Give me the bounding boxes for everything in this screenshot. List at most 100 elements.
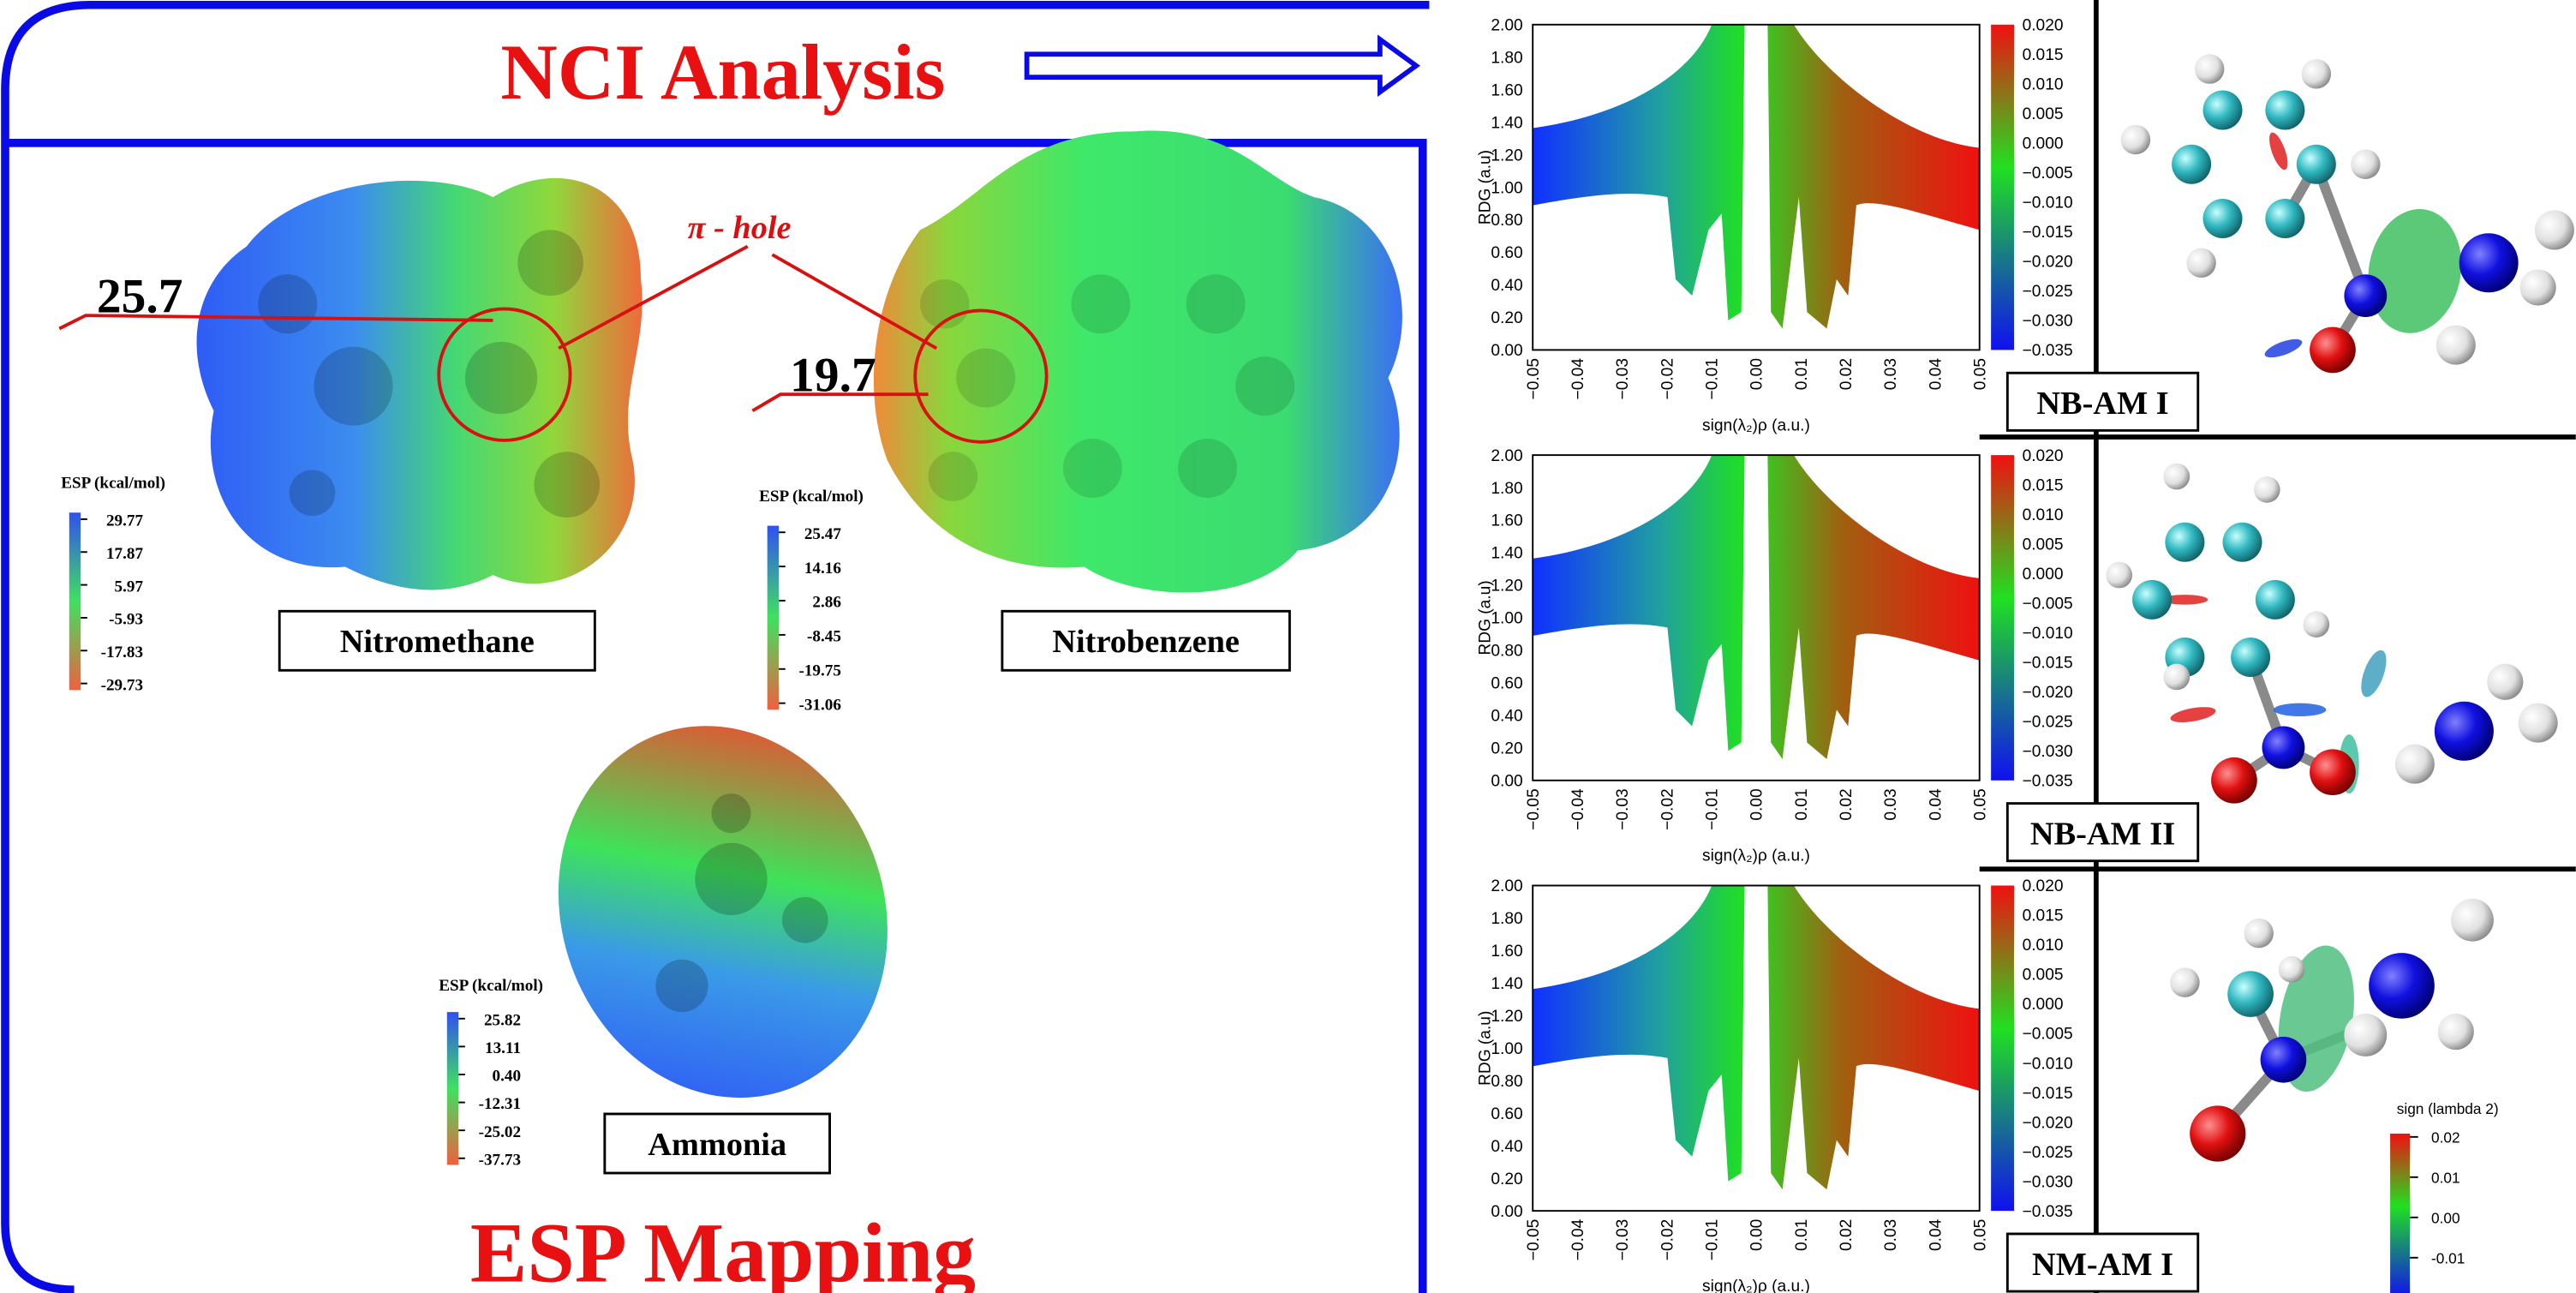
molecule-3d	[2121, 54, 2574, 373]
scale-title: ESP (kcal/mol)	[61, 474, 165, 492]
legend-bar	[2390, 1134, 2410, 1293]
y-tick-label: 0.40	[1491, 708, 1522, 726]
x-tick-label: 0.05	[1971, 1219, 1989, 1251]
colorbar-label: 0.000	[2023, 996, 2064, 1014]
atom	[2163, 664, 2190, 691]
x-axis-label: sign(λ₂)ρ (a.u.)	[1702, 847, 1810, 865]
scale-label: -5.93	[109, 611, 143, 629]
y-tick-label: 1.80	[1491, 480, 1522, 498]
x-tick-label: −0.02	[1659, 358, 1676, 399]
molecule-3d	[2170, 899, 2494, 1162]
atom	[2256, 580, 2295, 620]
pi-hole-label: π - hole	[688, 210, 792, 246]
scale-bar	[69, 512, 81, 690]
atom	[2195, 54, 2225, 84]
x-tick-label: −0.02	[1659, 788, 1676, 829]
y-tick-label: 0.60	[1491, 675, 1522, 693]
colorbar-label: −0.015	[2023, 1085, 2073, 1103]
x-tick-label: −0.05	[1525, 358, 1543, 399]
x-tick-label: −0.04	[1569, 1218, 1587, 1260]
atom	[2265, 90, 2304, 129]
legend-label: 0.00	[2431, 1210, 2460, 1227]
arrow	[1027, 39, 1416, 92]
y-tick-label: 0.00	[1491, 1203, 1522, 1221]
y-tick-label: 0.80	[1491, 1073, 1522, 1091]
colorbar-label: −0.020	[2023, 684, 2073, 702]
colorbar-label: −0.010	[2023, 195, 2073, 213]
colorbar-label: −0.020	[2023, 1114, 2073, 1132]
x-tick-label: 0.05	[1971, 358, 1989, 390]
atom	[2211, 757, 2257, 804]
colorbar-label: −0.030	[2023, 1173, 2073, 1191]
x-tick-label: −0.03	[1614, 358, 1632, 399]
atom	[2265, 199, 2304, 238]
nci-title: NCI Analysis	[500, 28, 945, 116]
scale-label: 14.16	[804, 560, 842, 578]
nitromethane-value: 25.7	[97, 269, 183, 323]
atom	[2170, 967, 2200, 997]
y-tick-label: 1.40	[1491, 114, 1522, 132]
scale-label: -17.83	[101, 644, 143, 661]
colorbar-label: −0.025	[2023, 1144, 2073, 1162]
molecule-name: Ammonia	[648, 1127, 786, 1163]
y-tick-label: 1.60	[1491, 81, 1522, 99]
nci-surface	[2169, 704, 2217, 725]
atom	[2438, 1014, 2474, 1050]
graphical-abstract: NCI Analysis ESP Mapping 25.7 19.7 π - h…	[0, 0, 2576, 1293]
scatter-repulsive	[1767, 455, 1979, 759]
panel-label: NB-AM I	[2036, 386, 2168, 422]
colorbar-label: 0.005	[2023, 536, 2064, 554]
y-tick-label: 0.40	[1491, 1138, 1522, 1156]
atom	[2310, 749, 2356, 795]
nci-surface	[2266, 130, 2292, 171]
molecule-name: Nitrobenzene	[1052, 624, 1240, 660]
panel-label: NM-AM I	[2032, 1247, 2173, 1283]
scale-label: -29.73	[101, 676, 143, 694]
y-tick-label: 1.80	[1491, 49, 1522, 67]
colorbar-label: −0.010	[2023, 625, 2073, 643]
colorbar-label: 0.010	[2023, 506, 2064, 524]
x-tick-label: −0.02	[1659, 1219, 1676, 1260]
x-axis-label: sign(λ₂)ρ (a.u.)	[1702, 416, 1810, 434]
y-tick-label: 1.40	[1491, 975, 1522, 993]
atom	[2244, 919, 2274, 949]
nitromethane-surface	[197, 178, 643, 590]
y-tick-label: 0.80	[1491, 212, 1522, 230]
atom	[2520, 269, 2556, 305]
page: NCI Analysis ESP Mapping 25.7 19.7 π - h…	[0, 0, 2576, 1293]
y-tick-label: 2.00	[1491, 447, 1522, 465]
atom	[2254, 476, 2280, 503]
nci-panel: 2.001.801.601.401.201.000.800.600.400.20…	[1476, 447, 2197, 865]
y-axis-label: RDG (a.u)	[1476, 580, 1494, 655]
panel-label: NB-AM II	[2030, 817, 2175, 853]
molecule-3d	[2106, 464, 2557, 804]
colorbar-label: 0.015	[2023, 907, 2064, 925]
colorbar-label: 0.010	[2023, 937, 2064, 955]
atom	[2310, 327, 2356, 374]
y-tick-label: 0.00	[1491, 772, 1522, 790]
x-tick-label: 0.02	[1838, 788, 1856, 820]
y-tick-label: 1.00	[1491, 179, 1522, 197]
atom	[2302, 59, 2332, 89]
x-tick-label: −0.01	[1704, 1219, 1722, 1260]
legend-label: -0.01	[2431, 1249, 2465, 1266]
x-tick-label: −0.04	[1569, 788, 1587, 830]
atom	[2279, 956, 2305, 983]
colorbar	[1991, 25, 2014, 350]
y-tick-label: 0.20	[1491, 309, 1522, 327]
esp-title: ESP Mapping	[470, 1206, 976, 1293]
atom	[2231, 638, 2270, 677]
x-tick-label: −0.03	[1614, 788, 1632, 829]
scale-label: -31.06	[798, 696, 841, 714]
scale-label: 5.97	[115, 578, 144, 596]
atom	[2369, 953, 2435, 1019]
atom	[2106, 562, 2132, 589]
x-tick-label: 0.02	[1838, 358, 1856, 390]
x-tick-label: 0.01	[1793, 1219, 1811, 1251]
x-tick-label: 0.03	[1882, 1219, 1900, 1251]
x-tick-label: 0.05	[1971, 788, 1989, 820]
colorbar-label: 0.020	[2023, 16, 2064, 34]
atom	[2202, 199, 2242, 238]
colorbar-label: −0.005	[2023, 165, 2073, 183]
molecule-name: Nitromethane	[340, 624, 535, 660]
